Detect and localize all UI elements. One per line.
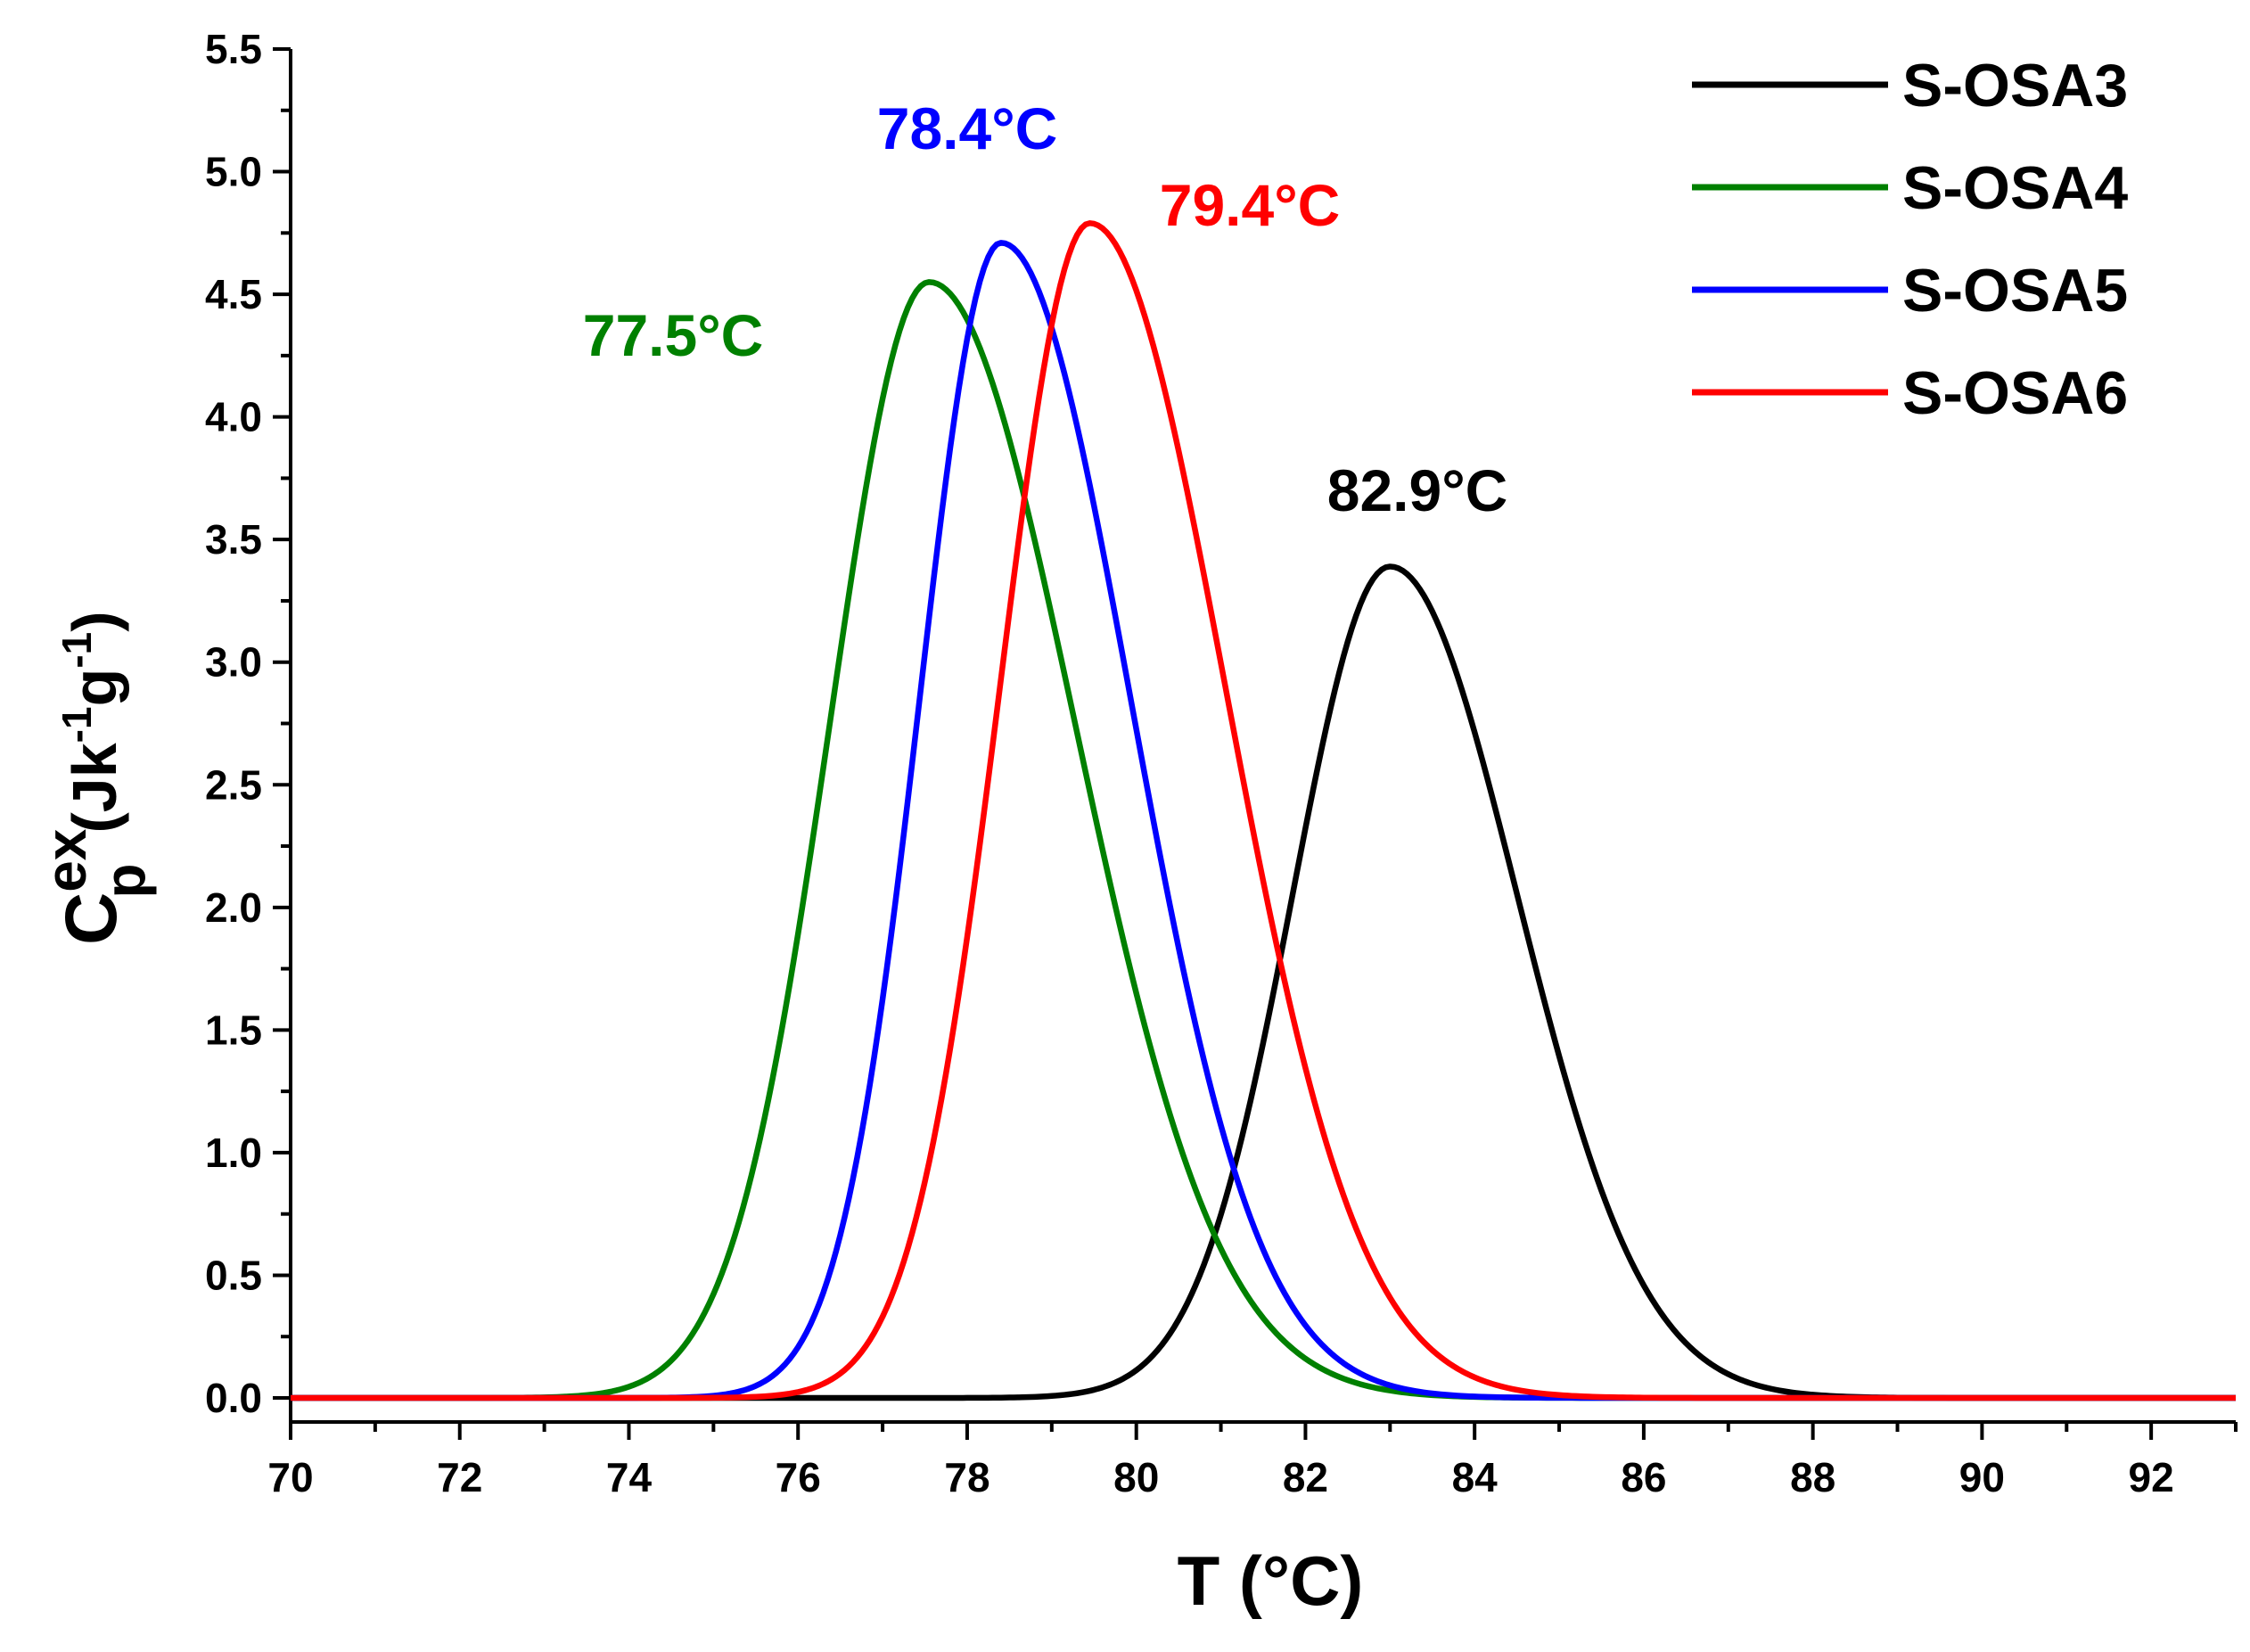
y-axis-title-base: C xyxy=(51,892,132,945)
y-tick-label: 1.5 xyxy=(205,1007,262,1053)
legend-label-s-osa5: S-OSA5 xyxy=(1902,257,2128,325)
x-tick-label: 88 xyxy=(1790,1454,1835,1500)
peak-label-s-osa4: 77.5°C xyxy=(583,302,764,368)
y-tick-label: 1.0 xyxy=(205,1130,262,1176)
y-tick-label: 4.0 xyxy=(205,394,262,440)
y-axis-title-mid: g xyxy=(60,669,129,707)
y-tick-label: 4.5 xyxy=(205,271,262,317)
y-axis-title-subscript: p xyxy=(93,864,157,899)
y-tick-label: 0.5 xyxy=(205,1252,262,1298)
x-tick-label: 74 xyxy=(606,1454,653,1500)
x-tick-label: 80 xyxy=(1113,1454,1159,1500)
y-tick-label: 3.0 xyxy=(205,639,262,686)
peak-labels: 82.9°C 77.5°C 78.4°C 79.4°C xyxy=(583,95,1508,523)
peak-label-s-osa6: 79.4°C xyxy=(1160,172,1341,238)
x-axis-title: T (°C) xyxy=(1178,1541,1364,1620)
y-tick-label: 2.5 xyxy=(205,761,262,808)
y-axis-title-superscript: ex xyxy=(34,828,98,892)
x-tick-label: 90 xyxy=(1959,1454,2005,1500)
y-axis-title: Cexp(Jk-1g-1) xyxy=(34,611,157,945)
x-tick-label: 84 xyxy=(1452,1454,1499,1500)
x-tick-label: 82 xyxy=(1283,1454,1328,1500)
y-axis-title-exp2: -1 xyxy=(53,632,100,669)
y-tick-label: 3.5 xyxy=(205,516,262,563)
legend-label-s-osa3: S-OSA3 xyxy=(1902,52,2128,119)
y-tick-label: 5.0 xyxy=(205,149,262,195)
y-tick-label: 2.0 xyxy=(205,884,262,931)
y-tick-label: 0.0 xyxy=(205,1375,262,1421)
peak-label-s-osa3: 82.9°C xyxy=(1327,457,1508,523)
x-tick-label: 92 xyxy=(2129,1454,2174,1500)
data-curves xyxy=(291,220,2236,1401)
series-line-s-osa3 xyxy=(291,563,2236,1401)
x-tick-label: 70 xyxy=(267,1454,313,1500)
series-line-s-osa6 xyxy=(291,220,2236,1401)
x-tick-label: 78 xyxy=(944,1454,990,1500)
series-line-s-osa4 xyxy=(291,279,2236,1401)
x-tick-label: 86 xyxy=(1621,1454,1666,1500)
x-tick-label: 72 xyxy=(437,1454,482,1500)
y-tick-label: 5.5 xyxy=(205,26,262,72)
peak-label-s-osa5: 78.4°C xyxy=(877,95,1058,161)
x-tick-label: 76 xyxy=(776,1454,821,1500)
y-axis-title-units-open: (Jk xyxy=(60,743,129,833)
y-axis-title-units-close: ) xyxy=(60,611,129,631)
axes: 70 72 74 76 78 80 82 84 86 88 90 92 0.0 0.5 1.0 1.5 2.0 2… xyxy=(205,26,2238,1500)
svg-text:Cexp(Jk-1g-1): Cexp(Jk-1g-1) xyxy=(34,611,157,945)
legend-label-s-osa4: S-OSA4 xyxy=(1902,154,2128,222)
legend: S-OSA3 S-OSA4 S-OSA5 S-OSA6 xyxy=(1692,52,2128,427)
legend-label-s-osa6: S-OSA6 xyxy=(1902,359,2128,427)
y-axis-title-exp1: -1 xyxy=(53,706,100,743)
